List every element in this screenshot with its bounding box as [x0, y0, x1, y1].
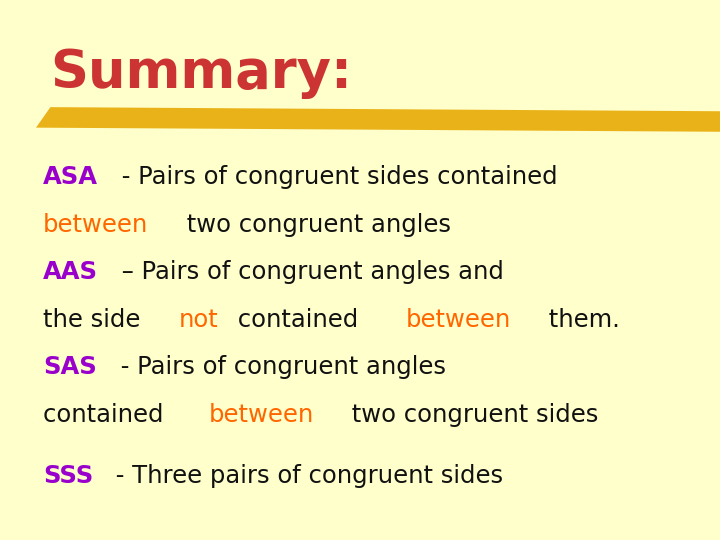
Text: - Three pairs of congruent sides: - Three pairs of congruent sides — [108, 464, 503, 488]
Text: Summary:: Summary: — [50, 47, 352, 99]
Text: – Pairs of congruent angles and: – Pairs of congruent angles and — [114, 260, 504, 284]
Text: - Pairs of congruent angles: - Pairs of congruent angles — [112, 355, 446, 379]
Text: contained: contained — [43, 403, 171, 427]
Text: the side: the side — [43, 308, 148, 332]
Text: SSS: SSS — [43, 464, 94, 488]
Text: contained: contained — [230, 308, 366, 332]
Text: ASA: ASA — [43, 165, 98, 189]
Text: two congruent angles: two congruent angles — [179, 213, 451, 237]
Polygon shape — [36, 107, 720, 132]
Text: between: between — [405, 308, 511, 332]
Text: between: between — [209, 403, 314, 427]
Text: - Pairs of congruent sides contained: - Pairs of congruent sides contained — [114, 165, 558, 189]
Text: two congruent sides: two congruent sides — [344, 403, 599, 427]
Text: them.: them. — [541, 308, 621, 332]
Text: not: not — [179, 308, 219, 332]
Text: between: between — [43, 213, 148, 237]
Text: AAS: AAS — [43, 260, 98, 284]
Text: SAS: SAS — [43, 355, 97, 379]
